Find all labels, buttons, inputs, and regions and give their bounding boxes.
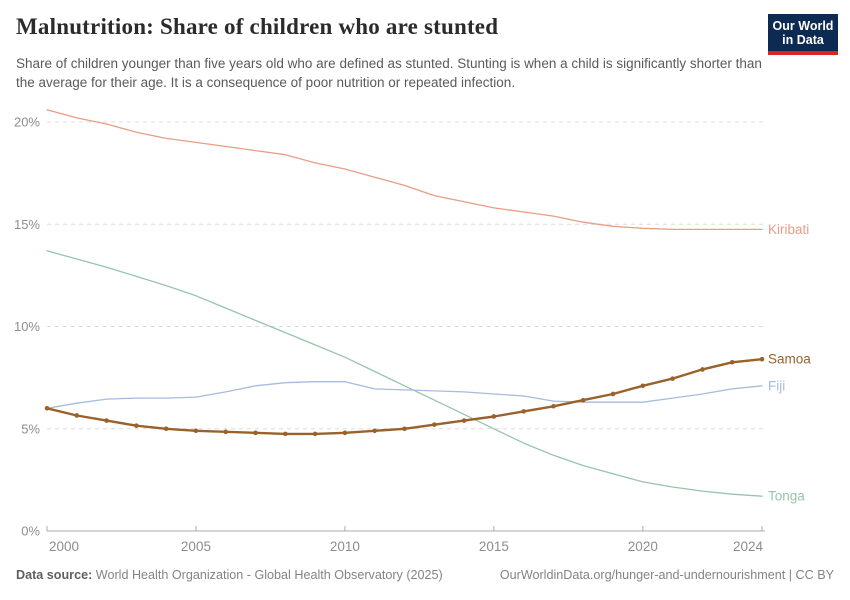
series-line-tonga[interactable] bbox=[46, 250, 763, 497]
footer-right: OurWorldinData.org/hunger-and-undernouri… bbox=[500, 568, 834, 582]
series-label-tonga[interactable]: Tonga bbox=[768, 489, 805, 504]
series-line-samoa[interactable] bbox=[45, 358, 764, 436]
x-axis-label-2015: 2015 bbox=[479, 539, 509, 554]
owid-logo: Our World in Data bbox=[768, 14, 838, 55]
series-marker-samoa-2005 bbox=[193, 428, 199, 434]
series-marker-samoa-2000 bbox=[44, 406, 50, 411]
x-axis-label-2010: 2010 bbox=[330, 539, 360, 554]
chart-subtitle: Share of children younger than five year… bbox=[16, 56, 762, 91]
y-axis-label-15: 15% bbox=[14, 217, 40, 232]
series-marker-samoa-2004 bbox=[163, 426, 169, 432]
series-marker-samoa-2018 bbox=[580, 397, 586, 403]
data-source-label: Data source: bbox=[16, 568, 93, 582]
series-label-samoa[interactable]: Samoa bbox=[768, 352, 811, 367]
series-line-kiribati[interactable] bbox=[46, 109, 763, 231]
series-label-fiji[interactable]: Fiji bbox=[768, 378, 785, 393]
footer-license: CC BY bbox=[795, 568, 835, 582]
series-marker-samoa-2015 bbox=[491, 414, 497, 419]
footer-separator: | bbox=[785, 568, 796, 582]
series-marker-samoa-2007 bbox=[253, 430, 258, 436]
series-marker-samoa-2002 bbox=[104, 418, 109, 423]
data-source: Data source: World Health Organization -… bbox=[16, 568, 443, 582]
page-title: Malnutrition: Share of children who are … bbox=[16, 14, 499, 39]
series-label-kiribati[interactable]: Kiribati bbox=[768, 222, 809, 237]
y-axis-label-10: 10% bbox=[14, 319, 40, 334]
footer-link[interactable]: OurWorldinData.org/hunger-and-undernouri… bbox=[499, 568, 786, 582]
series-marker-samoa-2012 bbox=[402, 426, 407, 432]
x-axis-label-2024: 2024 bbox=[733, 539, 764, 554]
data-source-value: World Health Organization - Global Healt… bbox=[95, 568, 443, 582]
owid-logo-text: Our World in Data bbox=[768, 14, 838, 51]
y-axis-label-20: 20% bbox=[14, 115, 40, 130]
series-marker-samoa-2020 bbox=[640, 383, 646, 389]
series-marker-samoa-2003 bbox=[134, 423, 139, 428]
series-marker-samoa-2011 bbox=[372, 428, 378, 434]
series-marker-samoa-2006 bbox=[223, 429, 229, 435]
series-marker-samoa-2021 bbox=[670, 376, 675, 381]
series-marker-samoa-2022 bbox=[700, 367, 705, 372]
series-marker-samoa-2014 bbox=[461, 418, 467, 423]
x-axis-label-2020: 2020 bbox=[628, 539, 658, 554]
series-marker-samoa-2013 bbox=[431, 422, 437, 427]
series-marker-samoa-2010 bbox=[342, 430, 348, 436]
series-marker-samoa-2008 bbox=[283, 431, 288, 437]
owid-logo-stripe bbox=[768, 51, 838, 55]
x-axis-label-2005: 2005 bbox=[181, 539, 211, 554]
series-marker-samoa-2009 bbox=[312, 431, 318, 437]
chart-footer: Data source: World Health Organization -… bbox=[16, 568, 834, 582]
series-marker-samoa-2016 bbox=[521, 409, 526, 414]
series-marker-samoa-2019 bbox=[610, 391, 616, 397]
x-axis-label-2000: 2000 bbox=[49, 539, 79, 554]
series-marker-samoa-2001 bbox=[74, 413, 80, 418]
series-marker-samoa-2023 bbox=[729, 359, 735, 365]
y-axis-label-5: 5% bbox=[21, 421, 40, 436]
y-axis-label-0: 0% bbox=[21, 524, 40, 539]
series-line-fiji[interactable] bbox=[46, 381, 763, 409]
series-marker-samoa-2024 bbox=[759, 356, 765, 362]
series-marker-samoa-2017 bbox=[551, 403, 556, 409]
